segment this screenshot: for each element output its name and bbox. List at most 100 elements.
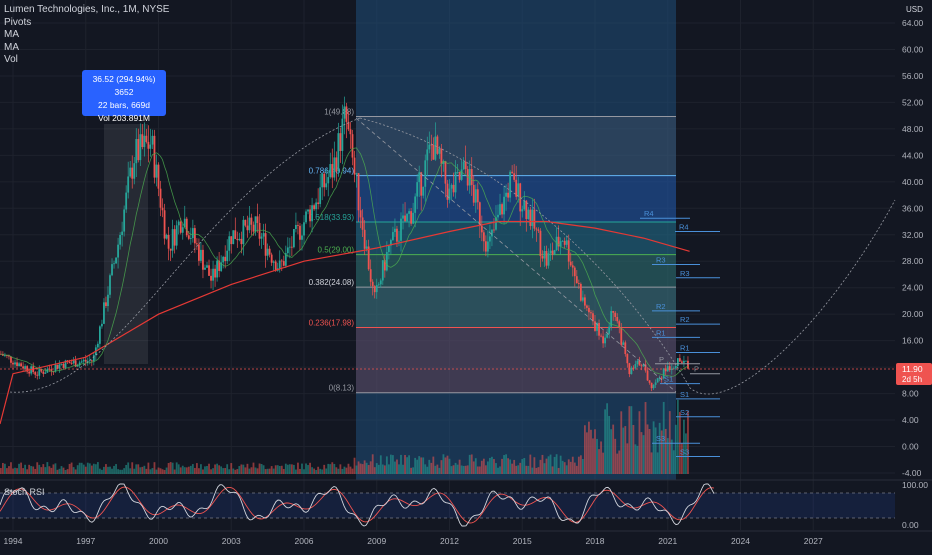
volume-bar [373,467,376,474]
candle-body [202,249,204,270]
candle-body [541,256,544,259]
volume-bar [135,464,138,474]
volume-bar [317,466,320,474]
price-tick-label: 28.00 [902,256,924,266]
candle-body [266,248,269,256]
volume-bar [428,459,431,474]
candle-body [353,157,356,175]
volume-bar [588,421,590,474]
volume-bar [60,466,63,474]
candle-body [359,210,362,218]
candle-body [652,384,655,389]
volume-bar [624,426,627,474]
volume-bar [676,399,679,474]
candle-body [331,164,334,178]
candle-body [418,172,421,183]
arc-projection-right [359,117,896,395]
time-axis[interactable]: 1994 1997 2000 2003 2006 2009 2012 2015 2018 2021… [0,530,932,550]
candle-body [468,168,471,186]
candle-body [303,222,305,236]
candle-body [486,241,489,252]
candle-body [493,229,495,231]
candle-body [16,362,18,367]
volume-bar [193,467,196,474]
candle-body [543,251,546,259]
candle-body [511,171,514,174]
volume-bar [379,455,382,474]
candle-body [137,139,140,161]
volume-bar [571,456,574,474]
volume-bar [76,465,79,474]
candle-body [436,136,439,154]
volume-bar [468,454,471,474]
candle-body [169,248,172,251]
candle-body [596,323,598,331]
ma-indicator-label-1[interactable]: MA [4,29,19,40]
time-tick-label: 2009 [367,536,386,546]
candle-body [507,192,510,198]
volume-bar [0,468,2,474]
stoch-rsi-label[interactable]: Stoch RSI [4,487,45,497]
fib-zone [356,327,676,393]
candle-body [517,183,520,197]
measure-bars: 22 bars, 669d [98,100,150,110]
volume-bar [127,462,130,474]
candle-body [412,212,415,224]
volume-bar [250,467,253,474]
volume-indicator-label[interactable]: Vol [4,54,18,65]
candle-body [171,229,174,251]
ma-indicator-label-2[interactable]: MA [4,41,19,53]
volume-bar [220,466,223,474]
volume-bar [159,468,162,474]
pivot-label: S2 [680,408,689,417]
volume-bar [632,425,635,474]
volume-bar [541,454,544,474]
candle-body [80,361,83,363]
candle-body [50,369,53,372]
candle-body [117,244,119,258]
candle-body [509,171,512,198]
candle-body [606,333,609,338]
pivots-indicator-label[interactable]: Pivots [4,16,32,28]
candle-body [107,294,109,307]
candle-body [295,224,297,230]
volume-bar [1,462,4,474]
volume-bar [173,469,176,474]
candle-body [246,225,249,231]
candle-body [361,217,364,230]
volume-bar [450,466,453,474]
volume-bar [214,464,216,474]
volume-bar [141,466,144,474]
volume-bar [327,463,330,474]
volume-bar [82,464,85,474]
candle-body [630,367,633,375]
symbol-title[interactable]: Lumen Technologies, Inc., 1M, NYSE [4,4,170,15]
fib-retracement[interactable]: 1(49.88)0.786(40.94)0.618(33.93)0.5(29.0… [309,107,676,394]
candle-body [141,134,144,148]
volume-bar [208,463,210,474]
candle-body [472,184,475,203]
candle-body [301,235,303,240]
candle-body [290,246,293,248]
volume-bar [268,468,271,474]
candle-body [529,209,532,226]
stoch-band [0,493,895,518]
volume-bar [22,468,25,474]
price-axis[interactable]: USD 64.00 60.00 56.00 52.00 48.00 44.00 40.00 36… [896,0,932,530]
volume-bar [72,467,75,474]
volume-bar [68,463,71,474]
volume-bar [206,466,208,474]
volume-bar [683,419,685,474]
candle-body [58,364,61,369]
volume-bar [549,454,552,474]
currency-label: USD [906,5,923,14]
volume-bar [179,467,182,474]
candle-body [456,171,459,173]
candle-body [226,250,229,261]
candle-body [22,366,25,369]
candle-body [307,209,309,212]
volume-bar [660,430,663,474]
volume-bar [462,465,465,474]
volume-bar [472,461,475,474]
